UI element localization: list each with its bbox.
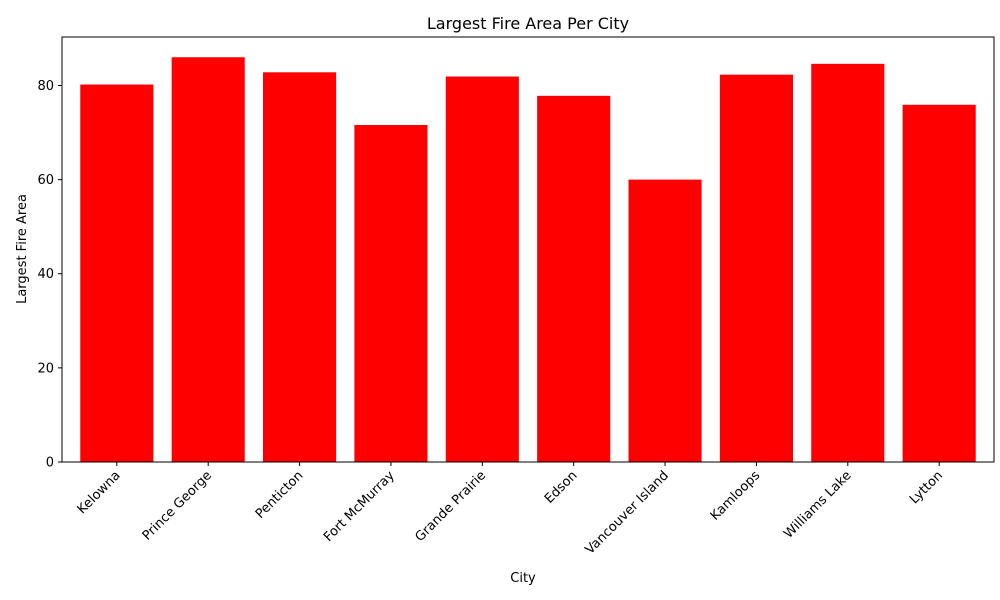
y-tick-label: 0 bbox=[46, 456, 54, 471]
y-tick-label: 40 bbox=[37, 267, 54, 282]
bar-fort-mcmurray bbox=[354, 125, 428, 463]
bar-penticton bbox=[263, 72, 337, 462]
x-tick-label: Kelowna bbox=[75, 468, 124, 517]
bar-edson bbox=[537, 95, 611, 463]
bar-vancouver-island bbox=[628, 179, 702, 462]
x-tick-label: Grande Prairie bbox=[412, 468, 489, 545]
bar-lytton bbox=[902, 104, 976, 463]
bar-grande-prairie bbox=[445, 76, 519, 462]
y-tick-label: 20 bbox=[37, 361, 54, 376]
x-tick-label: Prince George bbox=[140, 468, 215, 543]
x-axis-label: City bbox=[510, 571, 536, 586]
chart-title: Largest Fire Area Per City bbox=[427, 14, 629, 33]
x-tick-label: Williams Lake bbox=[781, 468, 854, 541]
bar-williams-lake bbox=[811, 63, 885, 463]
x-tick-label: Edson bbox=[542, 468, 580, 506]
bar-prince-george bbox=[171, 57, 245, 462]
bars-group bbox=[80, 57, 976, 463]
bar-kelowna bbox=[80, 84, 154, 463]
y-tick-label: 80 bbox=[37, 79, 54, 94]
x-axis: Kelowna Prince George Penticton Fort McMurr… bbox=[75, 462, 946, 558]
y-tick-label: 60 bbox=[37, 173, 54, 188]
plot-frame bbox=[61, 36, 995, 463]
x-tick-label: Fort McMurray bbox=[321, 468, 398, 545]
x-tick-label: Kamloops bbox=[708, 468, 764, 524]
x-tick-label: Vancouver Island bbox=[583, 468, 672, 557]
x-tick-label: Lytton bbox=[907, 468, 946, 507]
bar-kamloops bbox=[719, 74, 793, 462]
y-axis: 0 20 40 60 80 bbox=[37, 79, 62, 471]
y-axis-label: Largest Fire Area bbox=[15, 194, 30, 304]
x-tick-label: Penticton bbox=[253, 468, 307, 522]
